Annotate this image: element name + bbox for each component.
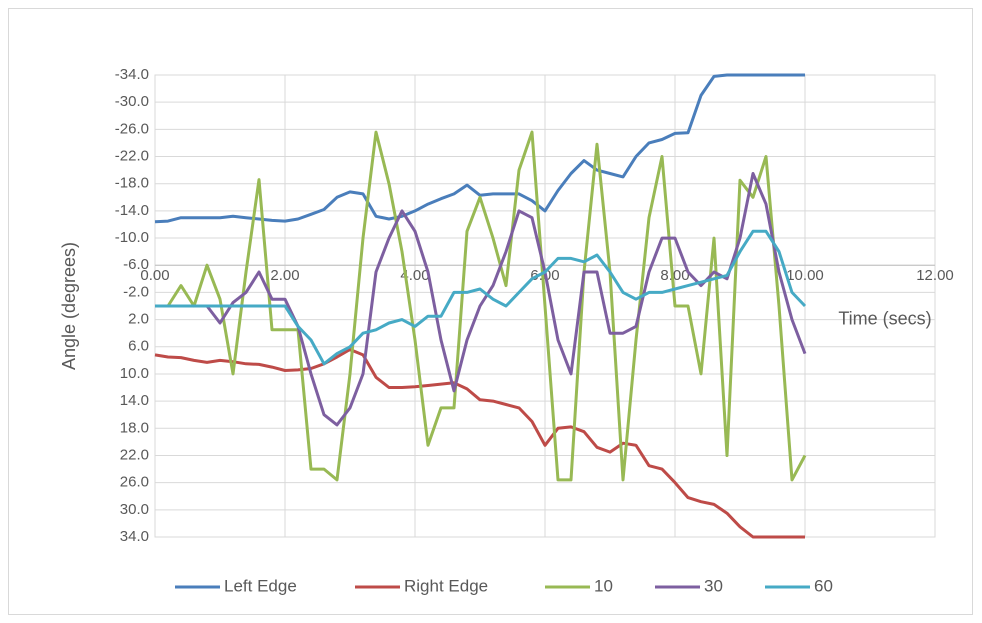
y-tick-label: -22.0 bbox=[115, 147, 149, 164]
y-tick-label: 30.0 bbox=[120, 501, 149, 518]
x-tick-label: 10.00 bbox=[786, 267, 824, 284]
x-tick-label: 4.00 bbox=[400, 267, 429, 284]
y-tick-label: -6.0 bbox=[123, 256, 149, 273]
y-tick-label: 18.0 bbox=[120, 419, 149, 436]
x-tick-label: 0.00 bbox=[140, 267, 169, 284]
legend-label: 30 bbox=[704, 576, 723, 595]
y-tick-label: -26.0 bbox=[115, 120, 149, 137]
legend-label: 10 bbox=[594, 576, 613, 595]
y-tick-label: -18.0 bbox=[115, 175, 149, 192]
y-tick-label: -34.0 bbox=[115, 66, 149, 83]
x-tick-label: 12.00 bbox=[916, 267, 954, 284]
y-axis-label: Angle (degrees) bbox=[59, 242, 79, 370]
y-tick-label: 14.0 bbox=[120, 392, 149, 409]
y-tick-label: -2.0 bbox=[123, 283, 149, 300]
x-tick-label: 2.00 bbox=[270, 267, 299, 284]
y-tick-label: 10.0 bbox=[120, 365, 149, 382]
line-series bbox=[155, 229, 807, 366]
y-tick-label: 34.0 bbox=[120, 528, 149, 545]
x-axis-label: Time (secs) bbox=[838, 308, 931, 328]
legend-label: 60 bbox=[814, 576, 833, 595]
y-tick-label: 6.0 bbox=[128, 338, 149, 355]
line-series bbox=[155, 130, 807, 482]
y-tick-label: 22.0 bbox=[120, 446, 149, 463]
line-series bbox=[154, 348, 805, 539]
line-series bbox=[155, 172, 807, 427]
y-tick-label: -14.0 bbox=[115, 202, 149, 219]
legend-label: Left Edge bbox=[224, 576, 297, 595]
chart-border bbox=[8, 8, 973, 615]
x-tick-label: 8.00 bbox=[660, 267, 689, 284]
y-tick-label: 26.0 bbox=[120, 474, 149, 491]
y-tick-label: 2.0 bbox=[128, 311, 149, 328]
y-tick-label: -10.0 bbox=[115, 229, 149, 246]
legend-label: Right Edge bbox=[404, 576, 488, 595]
y-tick-label: -30.0 bbox=[115, 93, 149, 110]
